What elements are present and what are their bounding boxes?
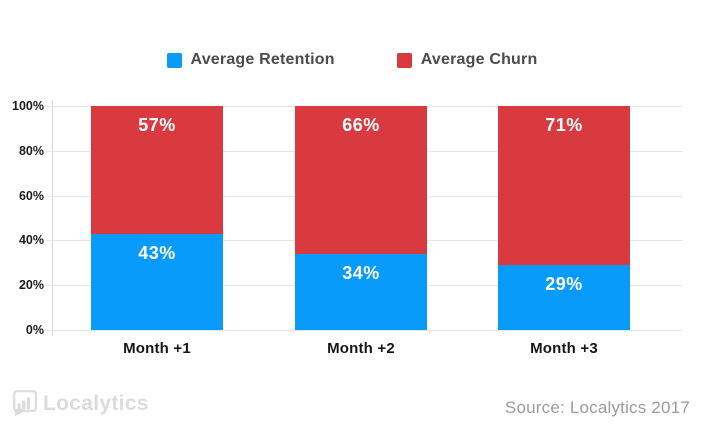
stacked-bar-month-1: 57% 43% xyxy=(91,106,223,330)
retention-segment: 43% xyxy=(91,233,223,330)
y-tick-label: 80% xyxy=(18,143,44,158)
stacked-bar-month-3: 71% 29% xyxy=(498,106,630,330)
source-attribution: Source: Localytics 2017 xyxy=(504,398,690,417)
y-tick-label: 100% xyxy=(12,99,44,113)
y-tick-label: 20% xyxy=(18,278,44,293)
churn-value-label: 57% xyxy=(138,115,176,135)
x-tick-label: Month +1 xyxy=(123,340,191,357)
churn-value-label: 66% xyxy=(342,115,380,135)
localytics-bubble-chart-icon xyxy=(13,390,37,417)
retention-value-label: 43% xyxy=(138,242,176,263)
churn-segment: 71% xyxy=(498,106,630,266)
stacked-bar-month-2: 66% 34% xyxy=(295,106,427,330)
x-tick-label: Month +3 xyxy=(530,340,598,357)
retention-swatch-icon xyxy=(166,52,182,68)
y-tick-label: 60% xyxy=(18,188,44,203)
legend-label-retention: Average Retention xyxy=(190,51,335,68)
gridline xyxy=(46,330,683,331)
y-axis-line xyxy=(52,100,53,336)
y-tick-label: 0% xyxy=(25,323,44,337)
churn-segment: 66% xyxy=(295,106,427,254)
legend-item-retention: Average Retention xyxy=(166,51,335,69)
churn-segment: 57% xyxy=(91,106,223,234)
churn-swatch-icon xyxy=(396,52,412,68)
retention-value-label: 34% xyxy=(342,262,380,283)
retention-value-label: 29% xyxy=(545,274,583,295)
plot-area: 57% 43% 66% 34% 71% 29% xyxy=(46,100,683,336)
legend: Average Retention Average Churn xyxy=(0,51,704,69)
retention-segment: 34% xyxy=(295,253,427,330)
retention-segment: 29% xyxy=(498,265,630,330)
churn-value-label: 71% xyxy=(545,115,583,135)
legend-label-churn: Average Churn xyxy=(420,51,538,68)
x-tick-label: Month +2 xyxy=(327,340,395,357)
localytics-logo: Localytics xyxy=(13,390,149,417)
y-tick-label: 40% xyxy=(18,233,44,248)
logo-wordmark: Localytics xyxy=(43,391,149,415)
legend-item-churn: Average Churn xyxy=(396,51,538,69)
